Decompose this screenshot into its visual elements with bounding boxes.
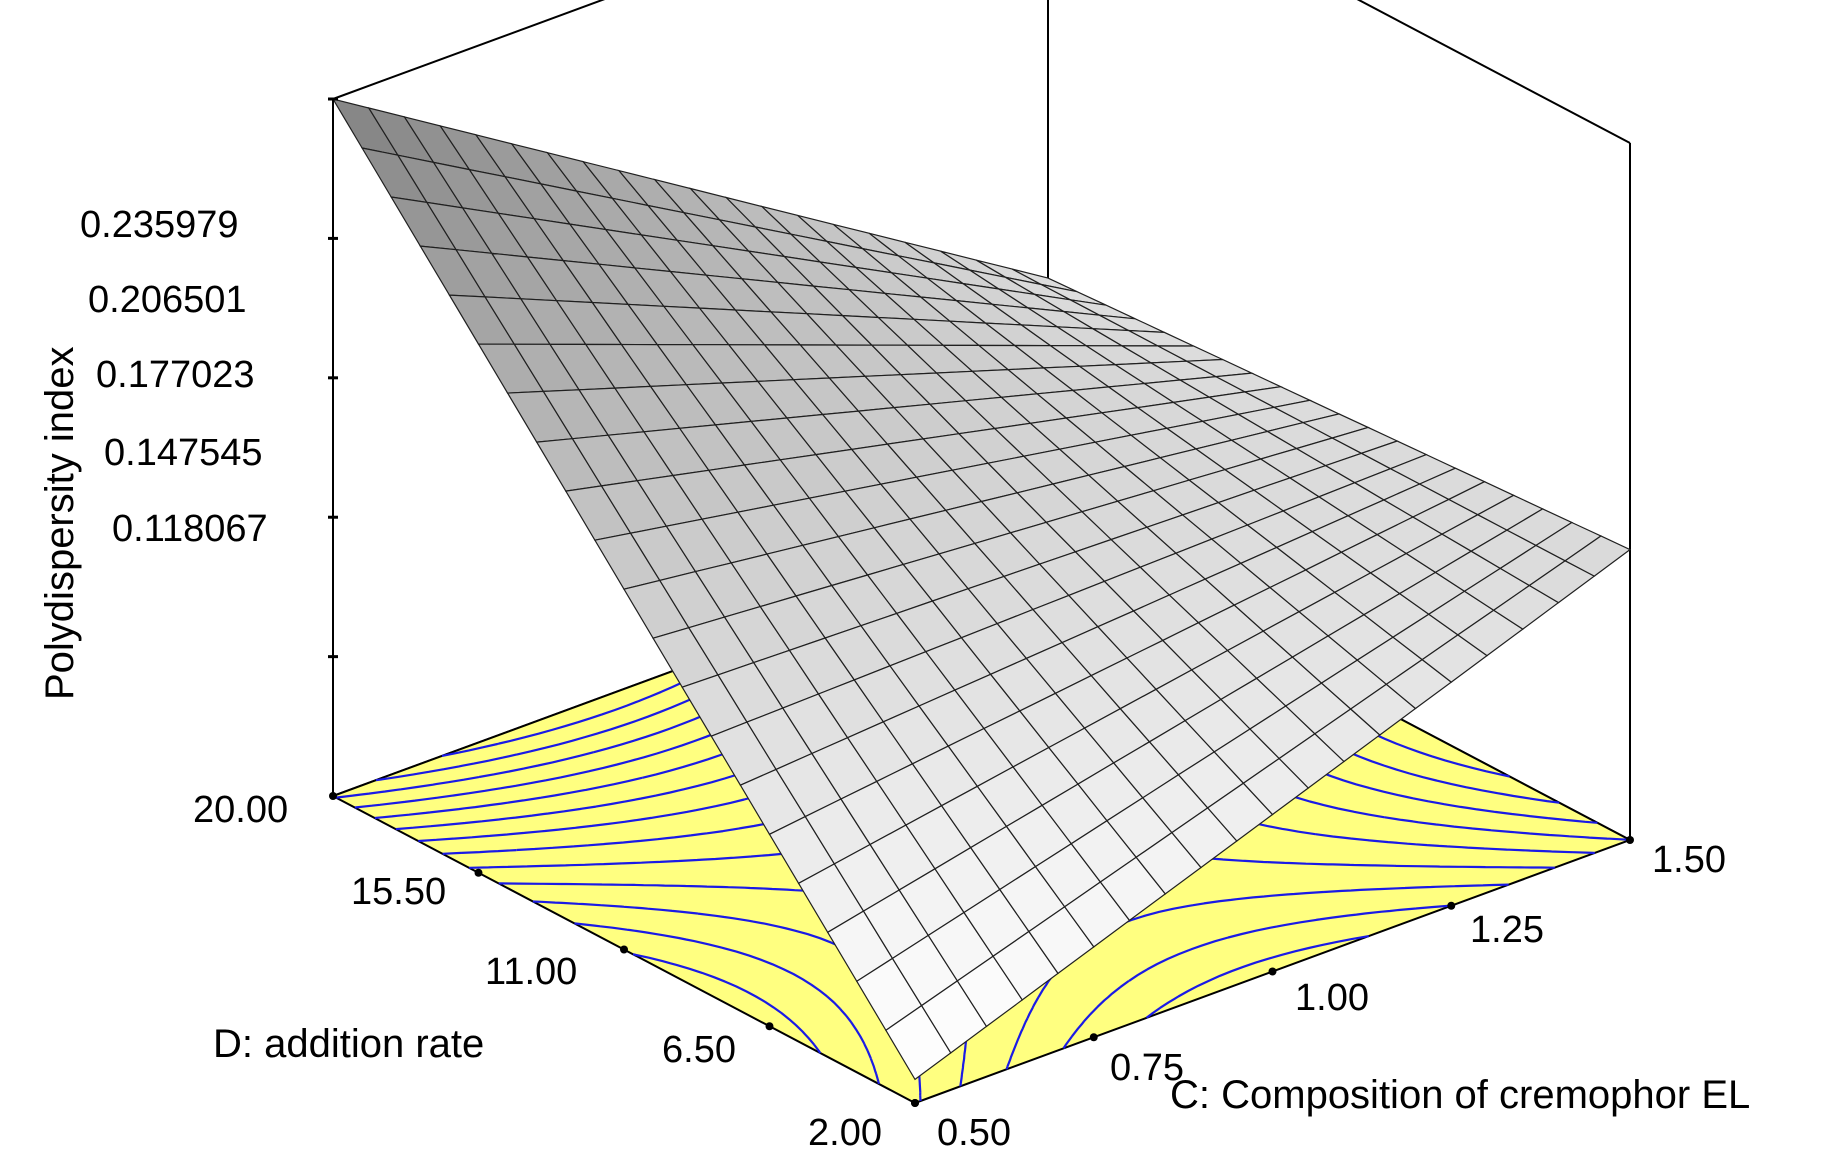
x-tick xyxy=(1626,836,1634,844)
x-tick-label: 1.50 xyxy=(1652,839,1726,881)
x-tick-label: 0.75 xyxy=(1110,1047,1184,1089)
z-axis-title: Polydispersity index xyxy=(38,347,82,701)
y-tick-label: 15.50 xyxy=(351,871,446,913)
y-tick-labels: 20.00 15.50 11.00 6.50 2.00 xyxy=(193,789,882,1154)
surface-cell xyxy=(1564,535,1632,577)
z-tick-label: 0.147545 xyxy=(104,432,263,474)
x-tick-label: 1.00 xyxy=(1295,977,1369,1019)
z-tick-label: 0.206501 xyxy=(88,279,247,321)
y-tick-label: 20.00 xyxy=(193,789,288,831)
response-surface xyxy=(331,98,1632,1081)
y-axis-title: D: addition rate xyxy=(213,1022,484,1066)
y-tick xyxy=(474,868,483,877)
z-tick-label: 0.235979 xyxy=(80,204,239,246)
y-tick-label: 2.00 xyxy=(808,1112,882,1154)
x-tick-label: 0.50 xyxy=(937,1112,1011,1154)
frame-edge xyxy=(1356,0,1631,144)
y-tick-label: 6.50 xyxy=(662,1029,736,1071)
y-tick-label: 11.00 xyxy=(485,951,577,993)
x-tick xyxy=(911,1099,919,1107)
x-tick xyxy=(1268,967,1277,976)
y-tick xyxy=(329,792,337,800)
y-tick xyxy=(765,1022,774,1031)
x-tick xyxy=(1447,901,1456,910)
x-axis-title: C: Composition of cremophor EL xyxy=(1170,1073,1750,1117)
z-tick-label: 0.177023 xyxy=(96,354,255,396)
frame-edge xyxy=(332,0,606,100)
y-tick xyxy=(620,945,628,954)
x-tick xyxy=(1089,1033,1098,1042)
z-tick-label: 0.118067 xyxy=(112,508,268,550)
x-tick-labels: 0.50 0.75 1.00 1.25 1.50 xyxy=(937,839,1726,1154)
x-tick-label: 1.25 xyxy=(1470,909,1544,951)
z-tick-labels: 0.235979 0.206501 0.177023 0.147545 0.11… xyxy=(80,204,268,550)
axis-ticks xyxy=(328,97,1634,1107)
